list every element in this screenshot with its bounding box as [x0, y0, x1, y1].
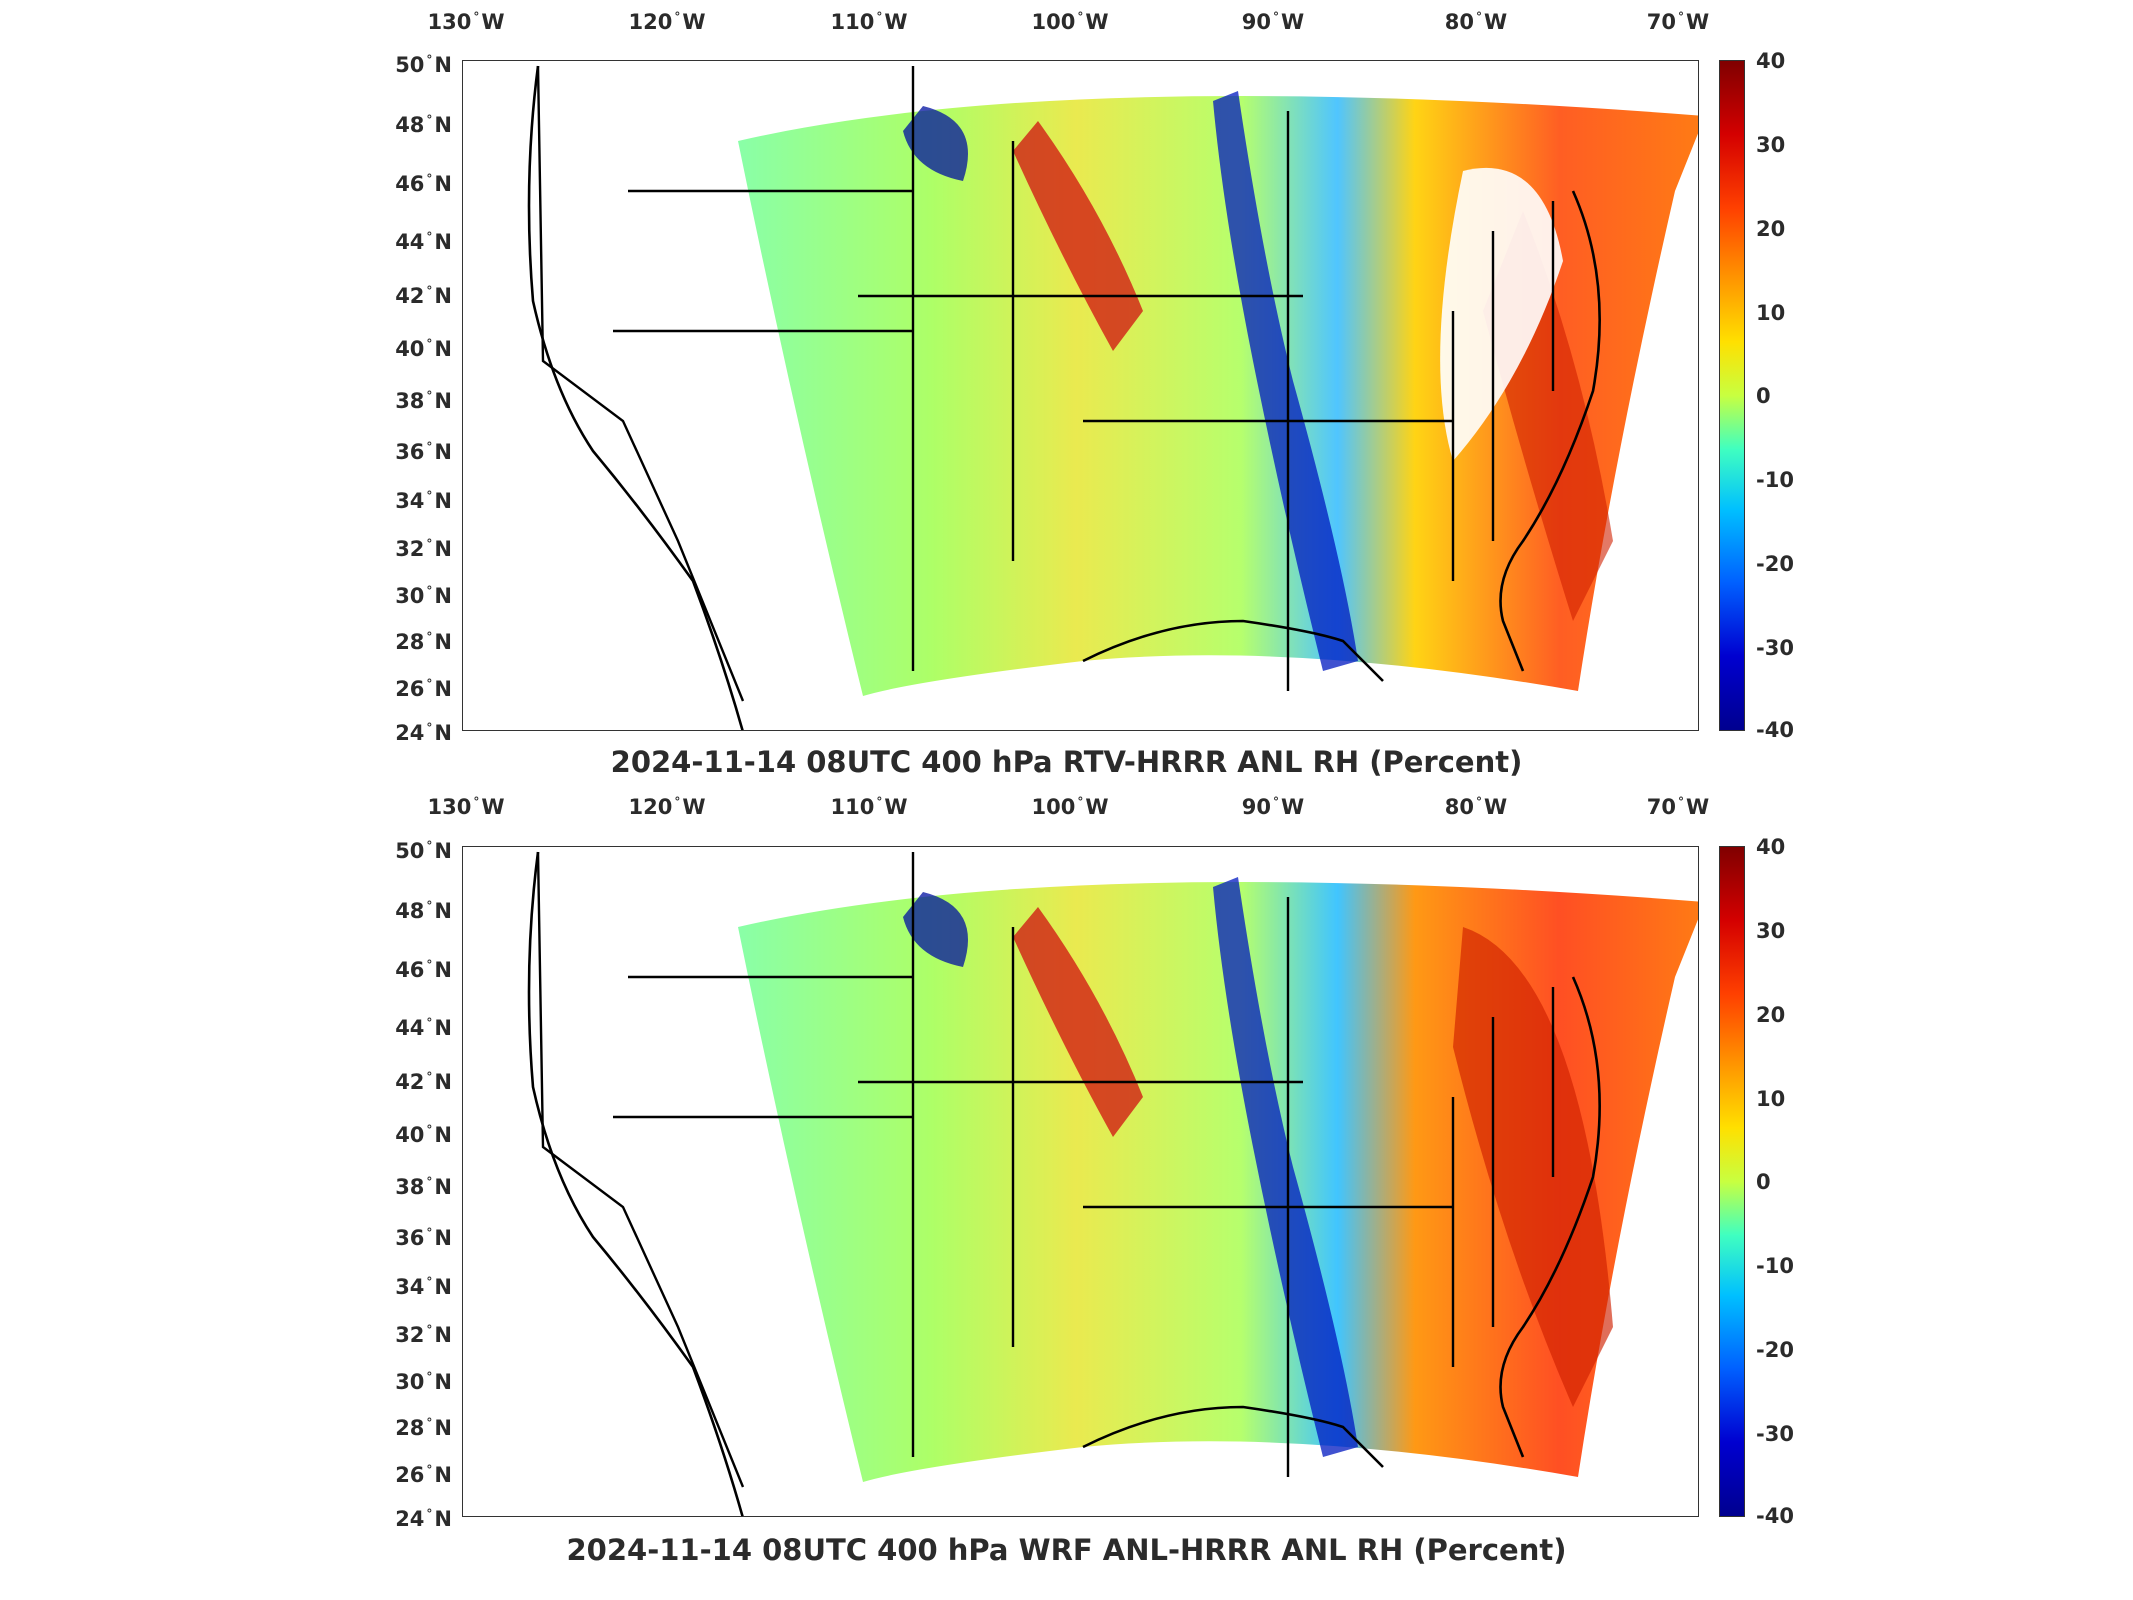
panel-title: 2024-11-14 08UTC 400 hPa RTV-HRRR ANL RH… [610, 745, 1523, 779]
colorbar-tick: -30 [1756, 1422, 1794, 1446]
colorbar-tick: 10 [1756, 1087, 1786, 1111]
feature-white-gap [1440, 167, 1563, 461]
map-plot[interactable] [462, 60, 1699, 731]
latitude-label: 38 °N [395, 1175, 452, 1199]
longitude-label: 130 °W [427, 10, 505, 34]
latitude-label: 42 °N [395, 284, 452, 308]
panel-bottom: 40 30 20 10 0 -10 -20 -30 -40 130 °W 120 °… [0, 790, 2133, 1580]
panel-title: 2024-11-14 08UTC 400 hPa WRF ANL-HRRR AN… [566, 1533, 1567, 1567]
colorbar-tick: -20 [1756, 1338, 1794, 1362]
panel-top: 40 30 20 10 0 -10 -20 -30 -40 130 °W 120 °… [0, 0, 2133, 790]
longitude-label: 80 °W [1444, 10, 1508, 34]
longitude-label: 110 °W [830, 10, 908, 34]
latitude-label: 38 °N [395, 389, 452, 413]
colorbar-tick: 20 [1756, 217, 1786, 241]
latitude-label: 48 °N [395, 899, 452, 923]
rh-field [527, 65, 1698, 730]
longitude-label: 120 °W [628, 795, 706, 819]
latitude-label: 34 °N [395, 489, 452, 513]
latitude-label: 36 °N [395, 440, 452, 464]
colorbar-tick: -10 [1756, 1254, 1794, 1278]
longitude-label: 120 °W [628, 10, 706, 34]
longitude-label: 90 °W [1241, 795, 1305, 819]
colorbar-tick: 0 [1756, 1170, 1771, 1194]
latitude-label: 40 °N [395, 1123, 452, 1147]
colorbar-tick: -30 [1756, 636, 1794, 660]
coastline [527, 851, 1601, 1516]
colorbar [1719, 846, 1745, 1517]
latitude-label: 24 °N [395, 1507, 452, 1531]
colorbar-tick: 40 [1756, 835, 1786, 859]
latitude-label: 26 °N [395, 1463, 452, 1487]
colorbar-tick: 20 [1756, 1003, 1786, 1027]
latitude-label: 28 °N [395, 1416, 452, 1440]
colorbar-tick: -40 [1756, 718, 1794, 742]
latitude-label: 24 °N [395, 721, 452, 745]
latitude-label: 28 °N [395, 630, 452, 654]
colorbar-tick: 0 [1756, 384, 1771, 408]
latitude-label: 36 °N [395, 1226, 452, 1250]
feature-blue-band [1213, 91, 1358, 671]
latitude-label: 30 °N [395, 584, 452, 608]
latitude-label: 50 °N [395, 839, 452, 863]
latitude-label: 32 °N [395, 537, 452, 561]
longitude-label: 70 °W [1646, 795, 1710, 819]
colorbar [1719, 60, 1745, 731]
feature-red-band [1013, 121, 1143, 351]
longitude-label: 100 °W [1031, 795, 1109, 819]
colorbar-tick: 30 [1756, 133, 1786, 157]
longitude-label: 110 °W [830, 795, 908, 819]
feature-blue-band [1213, 877, 1358, 1457]
colorbar-tick: -20 [1756, 552, 1794, 576]
map-plot[interactable] [462, 846, 1699, 1517]
feature-blue-nw [903, 106, 968, 181]
state-boundaries [536, 65, 1555, 702]
state-boundaries [536, 851, 1555, 1488]
latitude-label: 32 °N [395, 1323, 452, 1347]
rh-field [527, 851, 1698, 1516]
latitude-label: 26 °N [395, 677, 452, 701]
latitude-label: 30 °N [395, 1370, 452, 1394]
latitude-label: 46 °N [395, 172, 452, 196]
colorbar-tick: 30 [1756, 919, 1786, 943]
feature-blue-nw [903, 892, 968, 967]
feature-red-band [1013, 907, 1143, 1137]
longitude-label: 80 °W [1444, 795, 1508, 819]
latitude-label: 50 °N [395, 53, 452, 77]
latitude-label: 44 °N [395, 230, 452, 254]
latitude-label: 48 °N [395, 113, 452, 137]
coastline [527, 65, 1601, 730]
latitude-label: 34 °N [395, 1275, 452, 1299]
latitude-label: 46 °N [395, 958, 452, 982]
colorbar-tick: -10 [1756, 468, 1794, 492]
longitude-label: 100 °W [1031, 10, 1109, 34]
longitude-label: 70 °W [1646, 10, 1710, 34]
colorbar-tick: 40 [1756, 49, 1786, 73]
colorbar-tick: 10 [1756, 301, 1786, 325]
longitude-label: 130 °W [427, 795, 505, 819]
latitude-label: 44 °N [395, 1016, 452, 1040]
latitude-label: 40 °N [395, 337, 452, 361]
colorbar-tick: -40 [1756, 1504, 1794, 1528]
longitude-label: 90 °W [1241, 10, 1305, 34]
latitude-label: 42 °N [395, 1070, 452, 1094]
